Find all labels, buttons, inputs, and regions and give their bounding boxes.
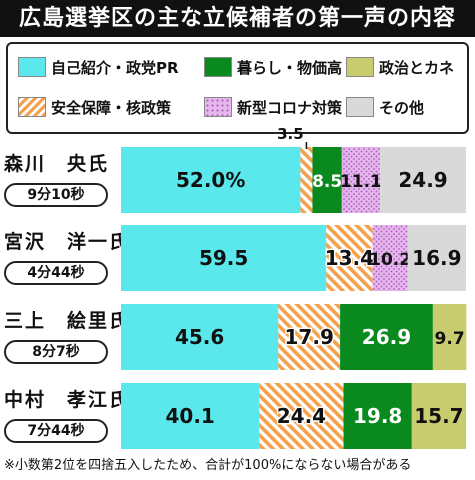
legend-label-politics: 政治とカネ — [379, 58, 455, 77]
bar-segment-politics-2 — [432, 304, 467, 370]
bar-segment-other-1 — [407, 225, 466, 291]
bar-segment-living-0 — [312, 147, 342, 213]
bar-segment-covid-0 — [341, 147, 381, 213]
candidate-time-miyazawa: 4分44秒 — [4, 261, 108, 285]
data-label-politics-3: 15.7 — [414, 404, 463, 428]
data-label-living-0: 8.5 — [312, 172, 342, 192]
bar-segment-security-1 — [326, 225, 373, 291]
data-label-security-3: 24.4 — [277, 404, 326, 428]
legend-item-politics: 政治とカネ — [346, 56, 454, 78]
legend-label-self: 自己紹介・政党PR — [51, 58, 179, 77]
data-label-security-1: 13.4 — [325, 246, 374, 270]
bar-segment-other-0 — [380, 147, 466, 213]
candidate-name-nakamura: 中村 孝江氏 — [4, 389, 131, 411]
data-label-security-2: 17.9 — [285, 325, 334, 349]
legend-item-self: 自己紹介・政党PR — [18, 56, 179, 78]
legend-swatch-security — [18, 97, 46, 117]
data-label-self-1: 59.5 — [199, 246, 248, 270]
data-label-politics-2: 9.7 — [435, 329, 465, 349]
legend-swatch-living — [204, 57, 232, 77]
bar-segment-self-3 — [121, 383, 260, 449]
bar-segment-security-0 — [300, 147, 313, 213]
candidate-name-miyazawa: 宮沢 洋一氏 — [4, 231, 131, 253]
candidate-time-mikami: 8分7秒 — [4, 340, 108, 364]
bar-segment-living-2 — [340, 304, 433, 370]
legend-item-security: 安全保障・核政策 — [18, 96, 171, 118]
data-label-other-0: 24.9 — [398, 168, 447, 192]
bar-segment-security-3 — [259, 383, 344, 449]
legend-item-living: 暮らし・物価高 — [204, 56, 342, 78]
bar-segment-self-1 — [121, 225, 327, 291]
legend-label-living: 暮らし・物価高 — [237, 58, 343, 77]
bar-segment-politics-3 — [411, 383, 466, 449]
bar-segment-living-3 — [343, 383, 412, 449]
legend-swatch-other — [346, 97, 374, 117]
bar-segment-self-0 — [121, 147, 301, 213]
legend: 自己紹介・政党PR 暮らし・物価高 政治とカネ 安全保障・核政策 新型コロナ対策… — [6, 42, 469, 134]
legend-swatch-self — [18, 57, 46, 77]
legend-item-other: その他 — [346, 96, 424, 118]
candidate-time-morikawa: 9分10秒 — [4, 183, 108, 207]
bar-segment-self-2 — [121, 304, 279, 370]
bar-segment-security-2 — [278, 304, 341, 370]
candidate-name-morikawa: 森川 央氏 — [4, 153, 110, 175]
candidate-time-nakamura: 7分44秒 — [4, 419, 108, 443]
data-label-self-2: 45.6 — [175, 325, 224, 349]
legend-label-other: その他 — [379, 98, 425, 117]
legend-swatch-covid — [204, 97, 232, 117]
legend-swatch-politics — [346, 57, 374, 77]
legend-label-covid: 新型コロナ対策 — [237, 98, 343, 117]
footnote: ※小数第2位を四捨五入したため、合計が100%にならない場合がある — [4, 458, 412, 473]
candidate-name-mikami: 三上 絵里氏 — [4, 310, 131, 332]
legend-item-covid: 新型コロナ対策 — [204, 96, 342, 118]
data-label-other-1: 16.9 — [412, 246, 461, 270]
data-label-security-0: 3.5 — [277, 125, 304, 143]
data-label-covid-1: 10.2 — [369, 250, 411, 270]
data-label-self-0: 52.0% — [176, 168, 245, 192]
data-label-living-3: 19.8 — [353, 404, 402, 428]
data-label-living-2: 26.9 — [362, 325, 411, 349]
legend-label-security: 安全保障・核政策 — [51, 98, 172, 117]
data-label-self-3: 40.1 — [165, 404, 214, 428]
bar-segment-covid-1 — [372, 225, 408, 291]
data-label-covid-0: 11.1 — [340, 172, 382, 192]
chart-title: 広島選挙区の主な立候補者の第一声の内容 — [0, 0, 475, 37]
